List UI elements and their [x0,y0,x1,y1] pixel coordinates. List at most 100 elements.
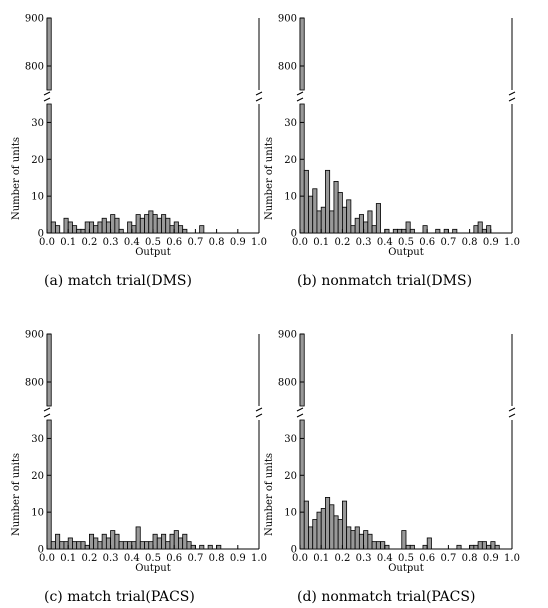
bar [50,221,56,234]
bar [308,195,314,234]
bar [161,533,167,550]
bar [156,217,162,234]
bar [173,530,179,550]
bar [333,515,339,550]
bar [182,533,188,550]
bar [110,214,116,234]
bar [84,221,90,234]
caption-a: (a) match trial(DMS) [44,273,192,289]
bar [72,541,78,550]
bar [409,544,415,550]
bar [55,533,61,550]
caption-d: (d) nonmatch trial(PACS) [297,589,476,605]
y-tick-label: 0 [38,545,44,556]
x-tick-label: 1.0 [504,237,520,248]
bar [397,228,403,234]
bar [152,214,158,234]
x-tick-label: 0.3 [356,553,372,564]
bar [114,533,120,550]
bar [59,541,65,550]
bar [380,541,386,550]
y-tick-label: 900 [278,330,297,341]
bar [320,508,326,550]
bar [486,544,492,550]
bar [72,225,78,234]
bar [337,192,343,234]
x-tick-label: 0.8 [462,553,478,564]
bar [333,180,339,234]
y-tick-label: 20 [284,155,297,166]
x-tick-label: 0.0 [292,553,308,564]
bar [131,225,137,234]
bar [325,169,331,234]
x-tick-label: 0.9 [483,237,499,248]
x-tick-label: 0.2 [334,553,350,564]
bar [76,228,82,234]
bar [363,530,369,550]
y-tick-label: 0 [291,229,297,240]
bar [114,217,120,234]
y-tick-label: 800 [278,62,297,73]
bar [354,217,360,234]
chart-a: 0 10 20 30 800 900 0.0 0.1 0.2 0.3 0.4 0.5 0.6 0.7 0.8… [11,14,267,259]
bar [405,544,411,550]
y-tick-label: 0 [291,545,297,556]
bar [89,533,95,550]
x-tick-label: 0.8 [209,237,225,248]
bar [46,333,52,407]
x-tick-label: 0.7 [440,553,456,564]
x-tick-label: 0.4 [124,237,140,248]
y-tick-label: 30 [31,118,44,129]
bar [350,530,356,550]
bar [122,541,128,550]
bar [303,500,309,550]
bar [169,533,175,550]
y-tick-label: 30 [284,434,297,445]
chart-d: 0 10 20 30 800 900 0.0 0.1 0.2 0.3 0.4 0.5 0.6 0.7 0.8… [264,330,520,575]
bar [342,206,348,234]
bar [329,504,335,550]
bar [139,217,145,234]
x-tick-label: 1.0 [504,553,520,564]
bar [55,225,61,234]
bar [401,228,407,234]
bar [337,519,343,550]
bar [156,537,162,550]
x-tick-label: 0.4 [377,237,393,248]
bar [135,214,141,234]
x-tick-label: 1.0 [251,237,267,248]
bar [299,419,305,550]
bar [452,228,458,234]
bar [316,511,322,550]
x-tick-label: 0.4 [377,553,393,564]
axis-break-right [255,407,263,412]
x-tick-label: 1.0 [251,553,267,564]
bar [76,541,82,550]
y-tick-label: 10 [284,508,297,519]
y-axis-title: Number of units [264,453,275,536]
bar [494,544,500,550]
bar [67,537,73,550]
axis-break-left [296,413,304,418]
x-tick-label: 0.4 [124,553,140,564]
axis-break-right [508,91,516,96]
x-tick-label: 0.2 [334,237,350,248]
bar [367,210,373,234]
bar [148,210,154,234]
x-tick-label: 0.2 [81,553,97,564]
bar [469,544,475,550]
bar [46,103,52,234]
bar [173,221,179,234]
bar [216,544,222,550]
axis-break-right [508,413,516,418]
y-tick-label: 0 [38,229,44,240]
x-tick-label: 0.9 [230,553,246,564]
x-axis-title: Output [135,563,171,574]
axis-break-left [43,97,51,102]
x-tick-label: 0.0 [39,553,55,564]
bar [358,214,365,234]
bar [63,217,69,234]
bar [199,225,205,234]
bar [481,541,487,550]
axis-break-right [255,97,263,102]
